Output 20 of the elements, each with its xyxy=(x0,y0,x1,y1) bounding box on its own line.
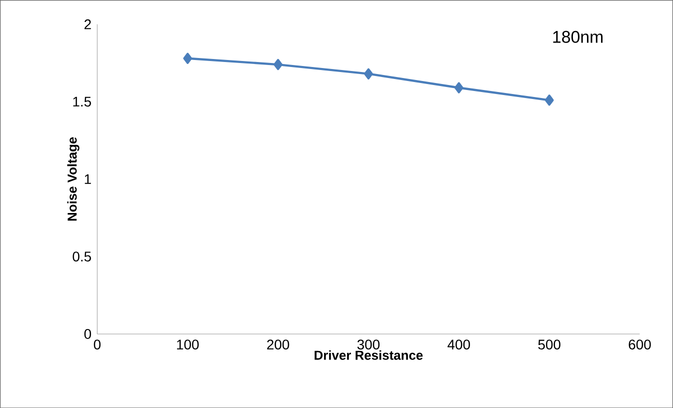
y-tick-label: 2 xyxy=(84,19,91,30)
y-tick-label: 1 xyxy=(84,174,91,184)
y-axis-title: Noise Voltage xyxy=(67,137,80,220)
y-tick-label: 0 xyxy=(84,328,92,339)
x-tick-label: 400 xyxy=(448,340,470,350)
point xyxy=(454,82,464,94)
x-tick-label: 0 xyxy=(94,340,101,350)
x-tick-label: 500 xyxy=(538,340,560,350)
x-tick-label: 300 xyxy=(357,340,380,350)
y-tick-label: 1.5 xyxy=(73,96,91,106)
point xyxy=(183,52,192,64)
point xyxy=(544,94,554,106)
annotation: 180nm xyxy=(553,30,603,43)
y-tick-label: 0.5 xyxy=(72,252,91,262)
point xyxy=(274,58,283,70)
x-tick-label: 200 xyxy=(267,340,290,350)
x-tick-label: 600 xyxy=(628,340,651,350)
x-tick-label: 100 xyxy=(177,340,199,350)
point xyxy=(364,68,373,80)
x-axis-title: Driver Resistance xyxy=(314,350,423,360)
